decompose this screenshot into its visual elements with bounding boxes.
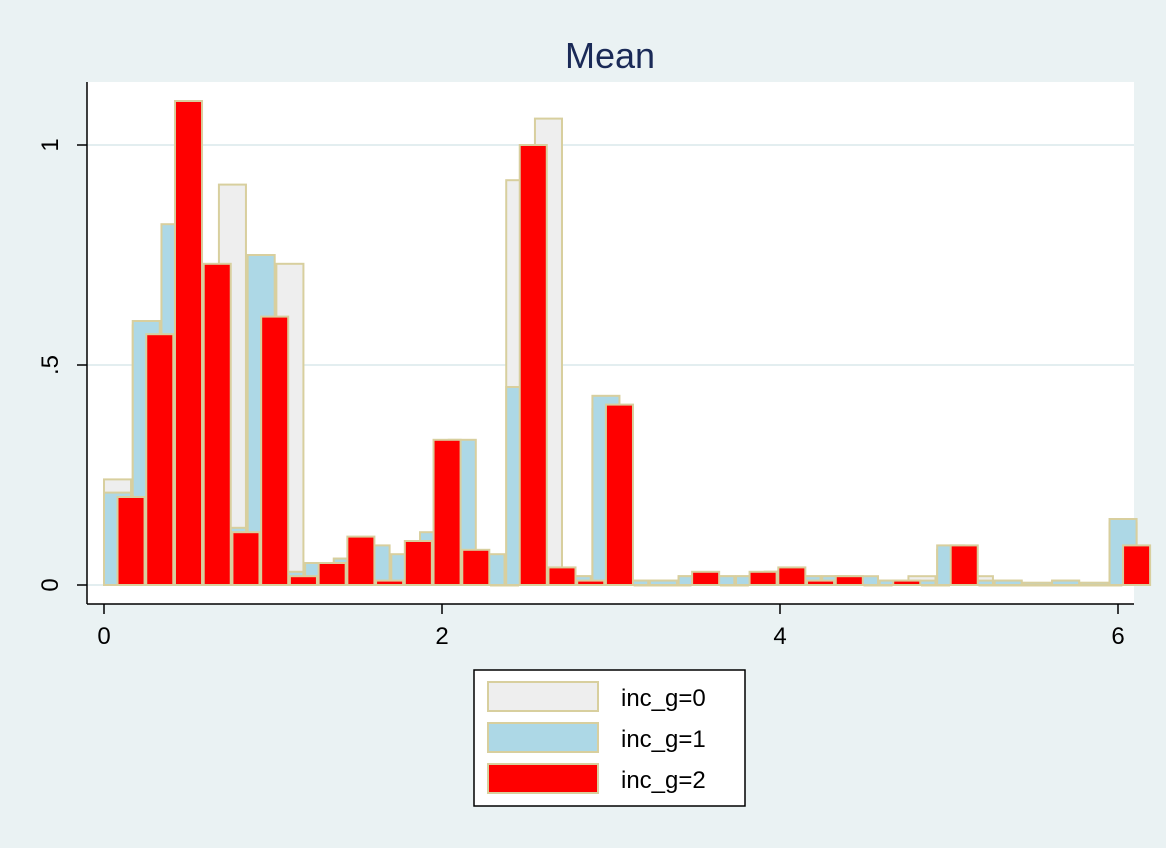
y-tick-label-2: 1: [37, 138, 64, 151]
x-tick-label-1: 2: [435, 623, 448, 650]
bar-inc-g-2-14: [518, 144, 548, 586]
chart-title: Mean: [565, 35, 655, 76]
bar-inc-g-2-31: [1007, 584, 1037, 587]
legend-swatch-0: [487, 681, 599, 712]
legend-label-1: inc_g=1: [621, 726, 706, 753]
x-tick-label-3: 6: [1111, 623, 1124, 650]
bar-inc-g-2-11: [432, 438, 462, 586]
bar-inc-g-2-22: [748, 570, 778, 586]
x-tick-label-0: 0: [97, 623, 110, 650]
bar-inc-g-2-30: [978, 584, 1008, 587]
bar-inc-g-2-6: [288, 575, 318, 587]
bar-inc-g-2-8: [346, 535, 376, 586]
bar-inc-g-2-18: [633, 584, 663, 587]
x-tick-label-2: 4: [773, 623, 786, 650]
legend-items: inc_g=0 inc_g=1 inc_g=2: [487, 681, 706, 794]
bar-inc-g-2-16: [576, 579, 606, 586]
bar-inc-g-2-12: [461, 548, 491, 586]
legend: inc_g=0 inc_g=1 inc_g=2: [473, 669, 746, 807]
bar-inc-g-2-35: [1122, 544, 1152, 587]
bar-inc-g-2-20: [691, 570, 721, 586]
bar-inc-g-2-32: [1035, 584, 1065, 587]
legend-label-0: inc_g=0: [621, 685, 706, 712]
legend-swatch-2: [487, 763, 599, 794]
bar-inc-g-2-23: [777, 566, 807, 587]
bar-inc-g-2-13: [490, 584, 520, 587]
bar-inc-g-2-1: [145, 333, 175, 587]
bar-inc-g-2-27: [892, 579, 922, 586]
bar-inc-g-2-15: [547, 566, 577, 587]
bar-inc-g-2-34: [1093, 584, 1123, 587]
axes: 0 2 4 6 0 .5 1: [37, 82, 1134, 650]
bar-inc-g-2-4: [231, 531, 261, 587]
legend-swatch-1: [487, 722, 599, 753]
bar-inc-g-2-5: [260, 315, 290, 586]
bar-inc-g-2-3: [202, 262, 232, 586]
bar-inc-g-2-33: [1064, 584, 1094, 587]
bar-inc-g-2-29: [949, 544, 979, 587]
bar-inc-g-2-21: [719, 584, 749, 587]
bar-inc-g-2-25: [834, 575, 864, 587]
y-tick-label-1: .5: [37, 355, 64, 375]
y-tick-label-0: 0: [37, 578, 64, 591]
bar-inc-g-2-24: [806, 579, 836, 586]
bar-inc-g-2-26: [863, 584, 893, 587]
legend-label-2: inc_g=2: [621, 767, 706, 794]
bars-layer: [103, 100, 1152, 587]
bar-inc-g-2-9: [375, 579, 405, 586]
bar-inc-g-2-2: [173, 100, 204, 586]
bar-inc-g-2-7: [317, 562, 347, 586]
bar-inc-g-2-28: [920, 584, 951, 587]
bar-inc-g-2-19: [662, 584, 692, 587]
bar-inc-g-2-10: [403, 540, 433, 586]
bar-inc-g-2-0: [116, 496, 146, 586]
bar-inc-g-2-17: [604, 403, 634, 586]
